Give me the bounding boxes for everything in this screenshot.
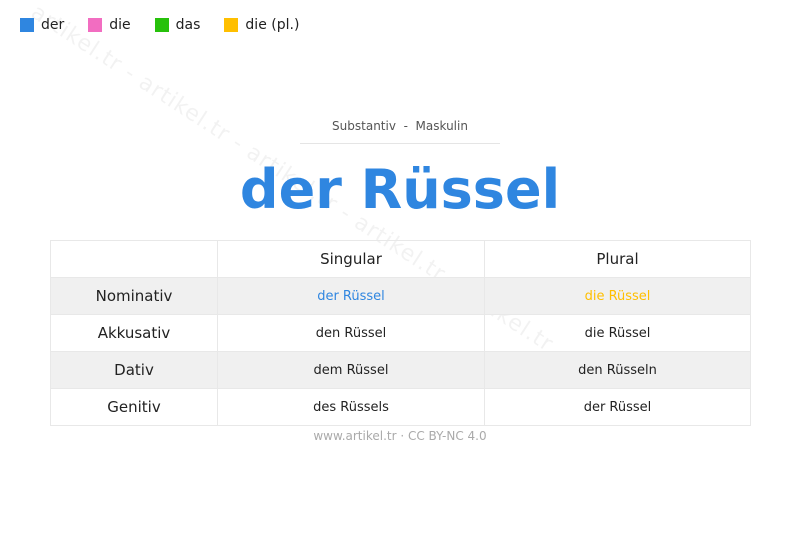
case-label: Genitiv (50, 388, 218, 426)
legend-das: das (154, 17, 201, 33)
legend-die-plural: die (pl.) (224, 17, 299, 33)
header-plural: Plural (484, 240, 751, 278)
gender-legend: der die das die (pl.) (20, 17, 323, 33)
table-header: Singular Plural (50, 240, 751, 278)
legend-die: die (88, 17, 131, 33)
das-swatch (154, 18, 169, 32)
declension-table: Singular Plural Nominativ der Rüssel die… (50, 240, 751, 426)
table-row: Genitiv des Rüssels der Rüssel (50, 388, 751, 426)
header-singular: Singular (217, 240, 485, 278)
der-swatch (20, 18, 34, 32)
plural-cell: den Rüsseln (484, 351, 751, 389)
die-plural-swatch (224, 18, 239, 32)
legend-label: die (pl.) (245, 17, 300, 33)
plural-cell: die Rüssel (484, 277, 751, 315)
page-title: der Rüssel (239, 158, 561, 221)
legend-label: der (41, 17, 65, 33)
plural-cell: der Rüssel (484, 388, 751, 426)
table-row: Dativ dem Rüssel den Rüsseln (50, 351, 751, 389)
singular-cell: des Rüssels (217, 388, 485, 426)
legend-der: der (20, 17, 64, 33)
legend-label: die (109, 17, 131, 33)
case-label: Akkusativ (50, 314, 218, 352)
table-row: Nominativ der Rüssel die Rüssel (50, 277, 751, 315)
header-empty (50, 240, 218, 278)
singular-cell: der Rüssel (217, 277, 485, 315)
plural-cell: die Rüssel (484, 314, 751, 352)
legend-label: das (175, 17, 201, 33)
case-label: Nominativ (50, 277, 218, 315)
word-type: Substantiv - Maskulin (300, 119, 500, 144)
table-row: Akkusativ den Rüssel die Rüssel (50, 314, 751, 352)
singular-cell: dem Rüssel (217, 351, 485, 389)
case-label: Dativ (50, 351, 218, 389)
singular-cell: den Rüssel (217, 314, 485, 352)
footer-credit: www.artikel.tr · CC BY-NC 4.0 (313, 429, 487, 443)
die-swatch (88, 18, 103, 32)
